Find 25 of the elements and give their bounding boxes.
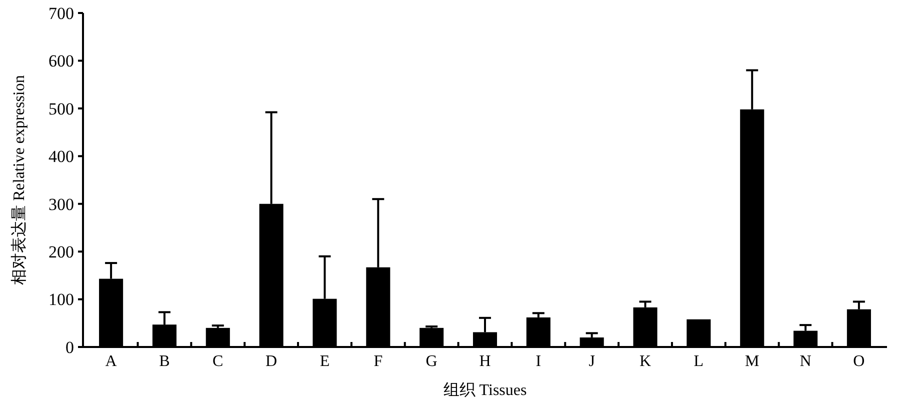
x-tick-label: A	[105, 353, 118, 370]
x-tick-label: O	[853, 353, 865, 370]
x-tick-label: K	[639, 353, 652, 370]
x-tick-label: J	[588, 353, 595, 370]
x-tick-label: G	[426, 353, 438, 370]
x-axis-title: 组织 Tissues	[443, 382, 527, 399]
x-tick-label: I	[536, 353, 542, 370]
x-tick-label: C	[212, 353, 224, 370]
x-tick-label: M	[744, 353, 760, 370]
y-tick-label: 100	[48, 290, 74, 310]
y-tick-label: 0	[66, 338, 74, 357]
y-tick-label: 400	[48, 147, 74, 166]
y-tick-label: 200	[48, 242, 74, 262]
x-tick-label: D	[266, 353, 278, 370]
y-tick-label: 300	[48, 194, 74, 214]
x-tick-label: L	[694, 353, 704, 370]
y-tick-label: 500	[48, 99, 74, 118]
x-tick-label: B	[159, 353, 170, 370]
y-tick-label: 700	[48, 4, 74, 23]
y-axis-title: 相对表达量 Relative expression	[10, 75, 28, 285]
y-tick-label: 600	[48, 52, 74, 71]
x-tick-label: F	[374, 353, 383, 370]
x-tick-label: E	[320, 353, 330, 370]
x-tick-label: H	[479, 353, 492, 370]
x-tick-label: N	[800, 353, 812, 370]
